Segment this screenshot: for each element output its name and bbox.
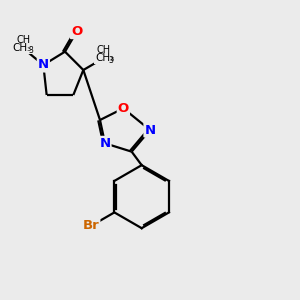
- Text: N: N: [144, 124, 156, 136]
- Text: N: N: [99, 137, 111, 150]
- Text: Br: Br: [82, 219, 99, 232]
- Text: CH: CH: [16, 35, 30, 45]
- Text: CH₃: CH₃: [12, 43, 32, 53]
- Text: CH: CH: [96, 45, 110, 55]
- Text: N: N: [38, 58, 49, 71]
- Bar: [94, 53, 114, 64]
- Bar: [14, 43, 34, 54]
- Text: 3: 3: [29, 46, 34, 55]
- Text: O: O: [71, 25, 82, 38]
- Text: 3: 3: [109, 56, 114, 65]
- Text: CH₃: CH₃: [95, 53, 115, 63]
- Text: O: O: [118, 102, 129, 115]
